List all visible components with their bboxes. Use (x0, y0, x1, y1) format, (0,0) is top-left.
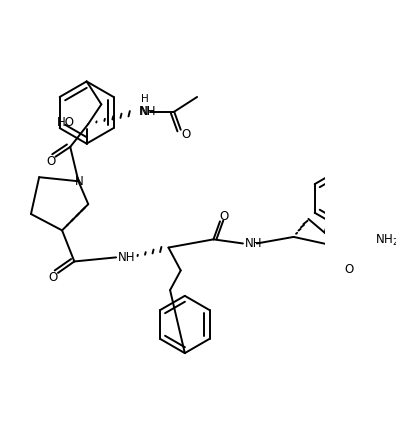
Text: NH$_2$: NH$_2$ (375, 233, 396, 248)
Text: NH: NH (245, 237, 262, 250)
Text: O: O (219, 210, 229, 223)
Text: O: O (181, 128, 190, 141)
Text: NH: NH (139, 105, 156, 118)
Text: N: N (140, 105, 148, 118)
Text: HO: HO (57, 116, 75, 129)
Text: H: H (141, 94, 149, 104)
Text: O: O (48, 271, 58, 284)
Text: O: O (46, 155, 55, 168)
Text: O: O (345, 263, 354, 276)
Text: N: N (75, 175, 84, 188)
Text: NH: NH (118, 251, 135, 264)
